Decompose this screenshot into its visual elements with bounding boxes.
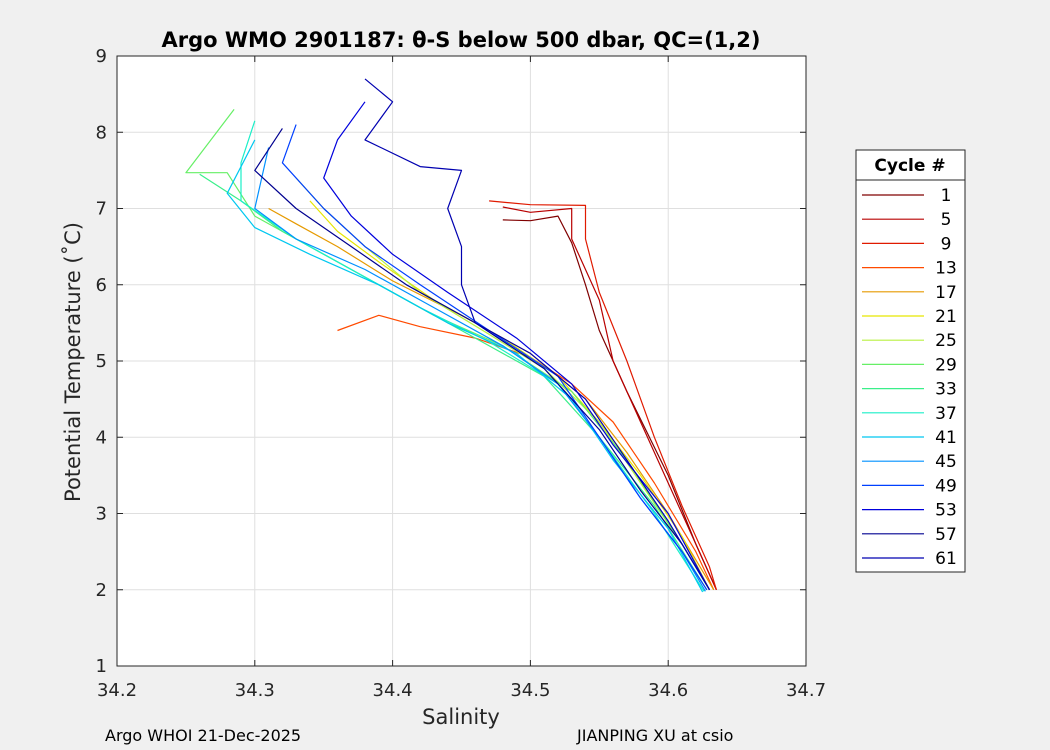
series-lines [185,78,717,593]
series-line-cycle-61 [364,78,711,591]
series-line-cycle-41 [226,139,704,593]
y-tick-label: 3 [96,504,107,525]
legend-box [855,149,966,573]
legend: Cycle # 1 5 9 13 17 21 25 29 33 37 41 45 49 53 57 61 [855,149,966,573]
legend-label-cycle-33: 33 [935,380,957,400]
legend-label-cycle-29: 29 [935,355,957,375]
legend-label-cycle-53: 53 [935,501,957,521]
y-tick-label: 7 [96,199,107,220]
legend-label-cycle-1: 1 [941,186,952,206]
legend-label-cycle-41: 41 [935,428,957,448]
y-tick-label: 2 [96,580,107,601]
y-tick-label: 9 [96,46,107,67]
series-line-cycle-21 [309,200,711,591]
legend-label-cycle-25: 25 [935,331,957,351]
legend-title: Cycle # [874,156,945,176]
y-tick-label: 5 [96,351,107,372]
x-tick-label: 34.5 [510,680,550,701]
x-tick-label: 34.6 [648,680,688,701]
legend-label-cycle-17: 17 [935,283,957,303]
x-tick-label: 34.3 [235,680,275,701]
y-tick-label: 6 [96,275,107,296]
x-tick-label: 34.4 [373,680,413,701]
y-tick-label: 4 [96,427,107,448]
y-tick-label: 1 [96,656,107,677]
legend-label-cycle-57: 57 [935,525,957,545]
y-tick-label: 8 [96,122,107,143]
y-axis-label: Potential Temperature (˚C) [61,222,85,502]
chart-title: Argo WMO 2901187: θ-S below 500 dbar, QC… [162,28,761,52]
footer-left: Argo WHOI 21-Dec-2025 [105,726,301,745]
footer-right: JIANPING XU at csio [576,726,733,745]
tick-marks [116,55,807,667]
legend-label-cycle-37: 37 [935,404,957,424]
legend-label-cycle-49: 49 [935,476,957,496]
series-line-cycle-9 [489,200,717,590]
x-tick-label: 34.2 [97,680,137,701]
series-line-cycle-5 [502,206,717,591]
legend-label-cycle-13: 13 [935,259,957,279]
legend-items: 1 5 9 13 17 21 25 29 33 37 41 45 49 53 57 61 [862,186,957,569]
legend-label-cycle-5: 5 [941,210,952,230]
x-tick-label: 34.7 [786,680,826,701]
plot-area [116,55,807,667]
legend-label-cycle-21: 21 [935,307,957,327]
legend-label-cycle-61: 61 [935,549,957,569]
legend-label-cycle-45: 45 [935,452,957,472]
x-axis-label: Salinity [422,705,500,729]
legend-label-cycle-9: 9 [941,234,952,254]
series-line-cycle-1 [502,215,717,591]
